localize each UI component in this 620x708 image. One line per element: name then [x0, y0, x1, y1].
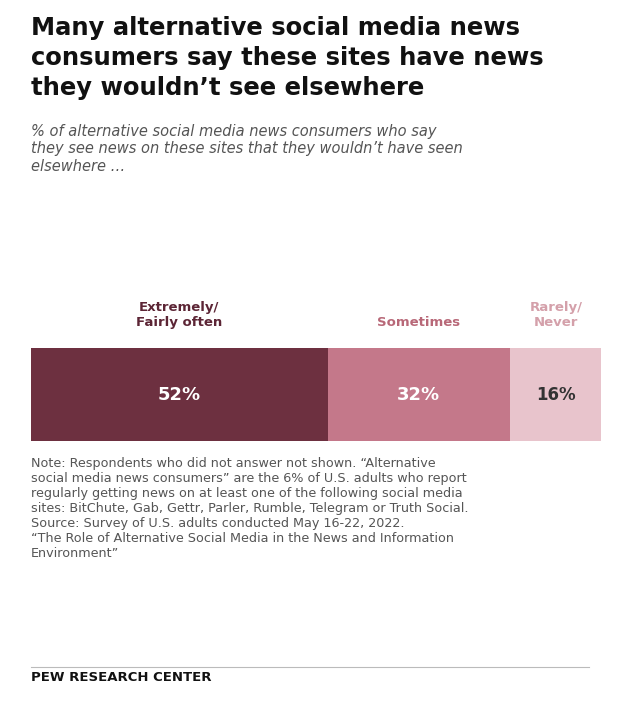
- Bar: [327, 348, 510, 441]
- Text: Extremely/
Fairly often: Extremely/ Fairly often: [136, 301, 223, 329]
- Text: PEW RESEARCH CENTER: PEW RESEARCH CENTER: [31, 671, 211, 684]
- Text: 16%: 16%: [536, 386, 575, 404]
- Text: they wouldn’t see elsewhere: they wouldn’t see elsewhere: [31, 76, 424, 101]
- Bar: [31, 348, 327, 441]
- Text: 32%: 32%: [397, 386, 440, 404]
- Text: consumers say these sites have news: consumers say these sites have news: [31, 46, 544, 70]
- Text: Many alternative social media news: Many alternative social media news: [31, 16, 520, 40]
- Text: Rarely/
Never: Rarely/ Never: [529, 301, 582, 329]
- Text: Note: Respondents who did not answer not shown. “Alternative
social media news c: Note: Respondents who did not answer not…: [31, 457, 469, 559]
- Bar: [510, 348, 601, 441]
- Text: % of alternative social media news consumers who say
they see news on these site: % of alternative social media news consu…: [31, 124, 463, 173]
- Text: 52%: 52%: [157, 386, 201, 404]
- Text: Sometimes: Sometimes: [378, 316, 461, 329]
